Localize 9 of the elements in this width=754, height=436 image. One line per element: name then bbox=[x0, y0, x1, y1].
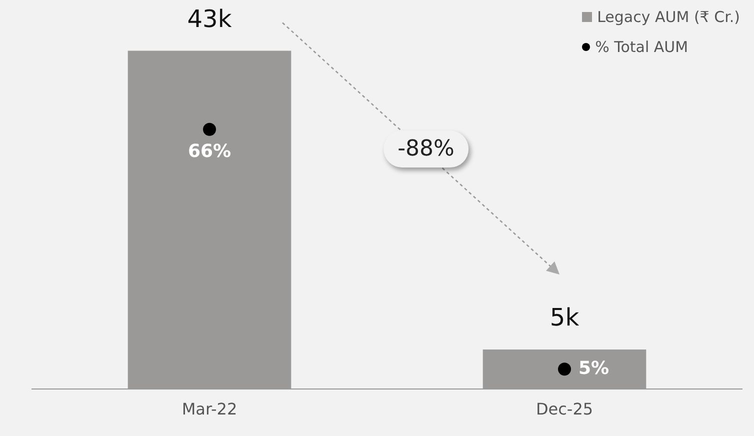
annotation: -88% bbox=[384, 130, 468, 168]
legend-label: % Total AUM bbox=[595, 38, 688, 56]
data-label: 5% bbox=[578, 358, 610, 379]
x-tick-label: Dec-25 bbox=[536, 400, 594, 419]
legend-label: Legacy AUM (₹ Cr.) bbox=[597, 8, 740, 26]
data-label: 66% bbox=[188, 141, 232, 162]
data-label: 43k bbox=[187, 4, 232, 33]
data-label: 5k bbox=[550, 304, 580, 332]
x-tick-label: Mar-22 bbox=[182, 400, 238, 419]
